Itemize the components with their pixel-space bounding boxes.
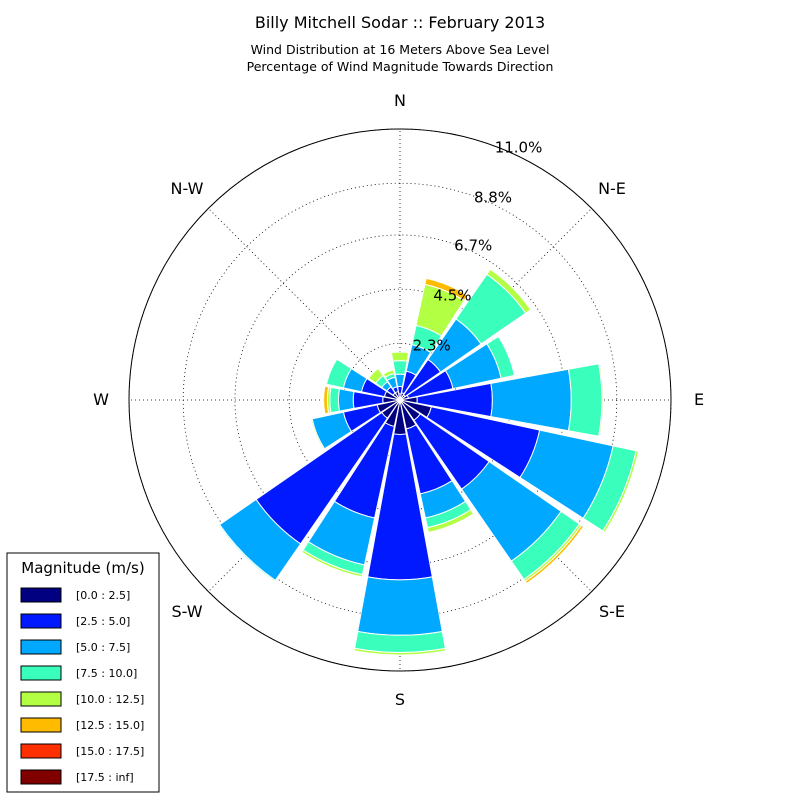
radial-tick-label: 8.8%	[474, 189, 512, 207]
grid-ring	[128, 128, 672, 672]
windrose-wedge	[486, 268, 532, 314]
windrose-wedge	[426, 509, 475, 534]
legend-swatch	[20, 665, 62, 681]
windrose-wedge	[325, 358, 353, 389]
chart-subtitle-line2: Percentage of Wind Magnitude Towards Dir…	[247, 59, 554, 74]
legend-swatch	[20, 743, 62, 759]
legend-label: [0.0 : 2.5]	[76, 589, 130, 602]
legend-title: Magnitude (m/s)	[21, 559, 144, 577]
windrose-wedge	[337, 388, 355, 412]
direction-label: S-E	[599, 602, 625, 621]
windrose-wedge	[329, 386, 340, 414]
windrose-wedge	[567, 363, 603, 437]
direction-label: N	[394, 91, 406, 110]
direction-label: W	[93, 390, 109, 409]
chart-title: Billy Mitchell Sodar :: February 2013	[255, 13, 545, 32]
radial-tick-labels: 2.3% 4.5% 6.7% 8.8% 11.0%	[413, 139, 543, 355]
radial-tick-label: 2.3%	[413, 337, 451, 355]
legend: Magnitude (m/s) [0.0 : 2.5] [2.5 : 5.0] [5…	[6, 552, 160, 793]
direction-label: N-W	[171, 179, 204, 198]
radial-tick-label: 6.7%	[454, 237, 492, 255]
direction-label: S	[395, 690, 405, 709]
windrose-wedge	[524, 524, 585, 585]
windrose-wedge	[424, 277, 469, 302]
legend-label: [17.5 : inf]	[76, 771, 134, 784]
legend-swatch	[20, 613, 62, 629]
windrose-wedge	[353, 647, 447, 656]
windrose-wedge	[598, 362, 604, 438]
direction-label: N-E	[598, 179, 626, 198]
windrose-wedge	[392, 360, 408, 376]
legend-items: [0.0 : 2.5] [2.5 : 5.0] [5.0 : 7.5] [7.5 : …	[20, 587, 144, 785]
windrose-wedge	[486, 335, 515, 379]
chart-subtitle-line1: Wind Distribution at 16 Meters Above Sea…	[251, 42, 550, 57]
windrose-wedge	[490, 368, 572, 432]
radial-tick-label: 4.5%	[433, 287, 471, 305]
legend-label: [2.5 : 5.0]	[76, 615, 130, 628]
radial-tick-label: 11.0%	[495, 139, 543, 157]
legend-label: [10.0 : 12.5]	[76, 693, 144, 706]
legend-swatch	[20, 587, 62, 603]
windrose-wedge	[217, 523, 277, 583]
legend-swatch	[20, 769, 62, 785]
windrose-wedge	[367, 367, 384, 384]
polar-plot-area: 2.3% 4.5% 6.7% 8.8% 11.0% N N-E E S-E S S-W W N-W	[93, 91, 704, 709]
legend-label: [15.0 : 17.5]	[76, 745, 144, 758]
legend-label: [12.5 : 15.0]	[76, 719, 144, 732]
windrose-wedge	[357, 576, 443, 636]
legend-swatch	[20, 717, 62, 733]
direction-label: E	[694, 390, 704, 409]
windrose-wedge	[390, 351, 410, 362]
windrose-wedge	[310, 418, 326, 451]
direction-labels: N N-E E S-E S S-W W N-W	[93, 91, 704, 709]
legend-label: [7.5 : 10.0]	[76, 667, 137, 680]
windrose-wedge	[602, 450, 640, 533]
windrose-wedge	[382, 369, 395, 378]
legend-label: [5.0 : 7.5]	[76, 641, 130, 654]
windrose-wedge	[301, 549, 364, 578]
windrose-wedge	[323, 385, 330, 415]
direction-label: S-W	[171, 602, 202, 621]
legend-swatch	[20, 639, 62, 655]
legend-swatch	[20, 691, 62, 707]
windrose-bars	[217, 268, 640, 656]
